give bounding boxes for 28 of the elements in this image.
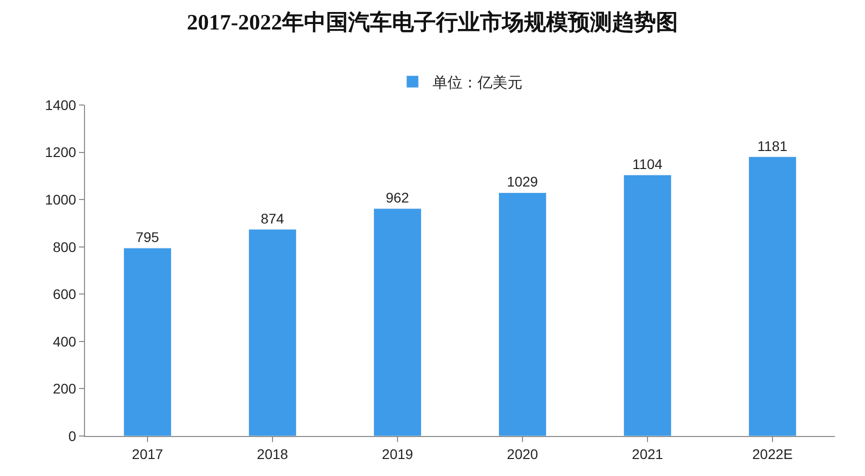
y-tick-label: 800 (52, 238, 76, 255)
y-tick-label: 1400 (45, 96, 76, 113)
y-tick-label: 0 (68, 428, 76, 444)
bar (124, 248, 172, 436)
data-label: 1181 (757, 138, 788, 154)
y-tick-label: 600 (52, 286, 76, 302)
x-tick-label: 2022E (752, 446, 793, 462)
chart-title: 2017-2022年中国汽车电子行业市场规模预测趋势图 (186, 10, 678, 35)
data-label: 962 (386, 190, 410, 206)
y-tick-label: 1000 (45, 191, 76, 208)
x-tick-label: 2017 (132, 446, 164, 462)
x-tick-label: 2020 (506, 446, 538, 462)
bar (248, 229, 296, 436)
bar (498, 192, 546, 436)
y-tick-label: 400 (52, 333, 76, 350)
data-label: 1029 (506, 174, 538, 190)
data-label: 1104 (632, 156, 663, 172)
legend-label: 单位：亿美元 (432, 74, 522, 92)
x-tick-label: 2019 (382, 446, 414, 462)
x-tick-label: 2018 (256, 446, 288, 462)
y-tick-label: 200 (52, 380, 76, 397)
y-tick-label: 1200 (45, 144, 76, 160)
data-label: 874 (260, 210, 284, 226)
data-label: 795 (136, 229, 160, 246)
bar (374, 208, 422, 436)
bar (748, 156, 796, 436)
bar (624, 174, 672, 436)
x-tick-label: 2021 (632, 446, 664, 462)
